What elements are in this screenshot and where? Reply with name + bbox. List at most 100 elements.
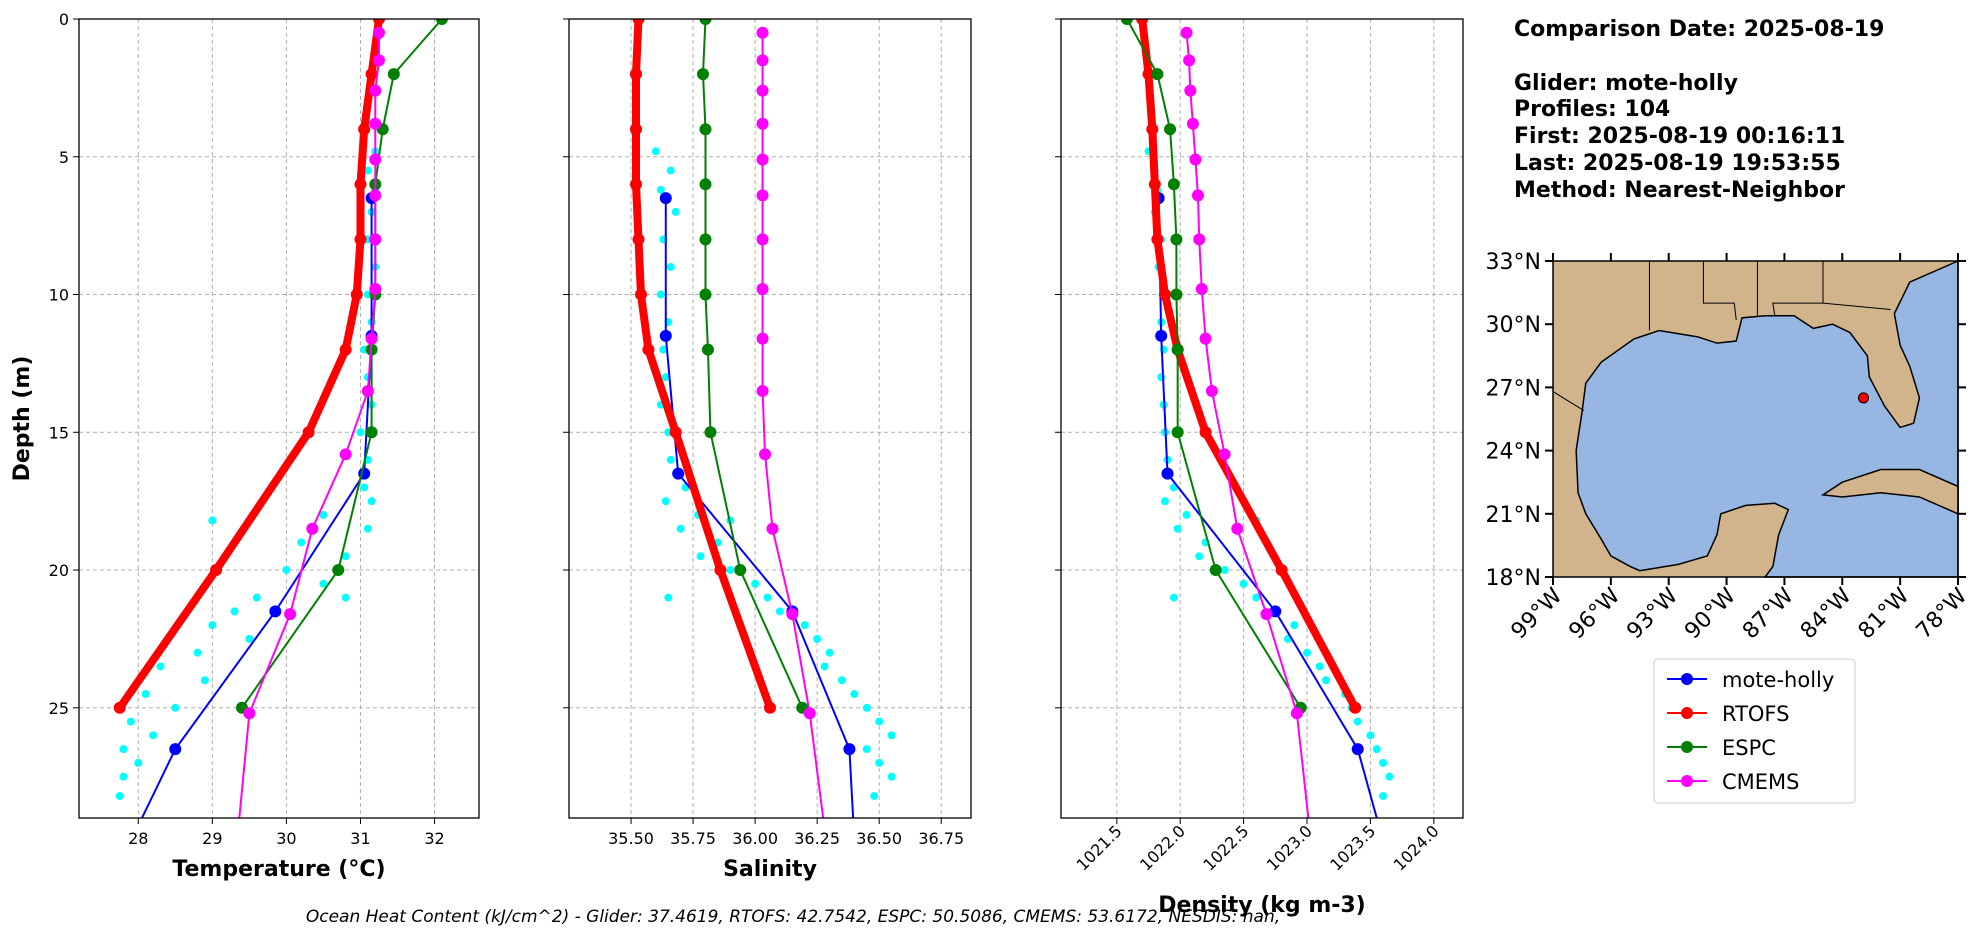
- x-tick-label: 36.75: [918, 829, 964, 848]
- glider-point: [875, 717, 884, 726]
- legend-marker: [1681, 707, 1693, 719]
- x-tick-label: 36.25: [794, 829, 840, 848]
- x-tick-label: 78°W: [1912, 583, 1973, 644]
- profile-marker: [373, 26, 385, 39]
- glider-point: [193, 648, 202, 657]
- glider-point: [1379, 791, 1388, 800]
- profile-marker: [369, 117, 382, 130]
- profile-marker: [365, 332, 378, 345]
- y-tick-label: 24°N: [1486, 440, 1541, 465]
- glider-point: [230, 607, 239, 616]
- x-tick-label: 90°W: [1680, 583, 1741, 644]
- profile-marker: [699, 178, 712, 191]
- profile-marker: [1231, 522, 1244, 535]
- glider-point: [319, 510, 328, 519]
- profile-marker: [1155, 329, 1168, 342]
- profile-marker: [1148, 178, 1161, 191]
- profile-line: [1138, 19, 1360, 712]
- profile-marker: [1275, 564, 1288, 577]
- glider-point: [862, 745, 871, 754]
- glider-point: [1160, 497, 1169, 506]
- profile-marker: [697, 68, 709, 81]
- profile-line: [702, 19, 804, 709]
- profile-marker: [302, 426, 315, 439]
- panel: 35.50 35.75 36.00 36.25 36.50 36.75 Salinity: [563, 18, 972, 893]
- profile-marker: [803, 707, 816, 720]
- profile-marker: [756, 283, 769, 296]
- profile-marker: [332, 564, 345, 577]
- profile-marker: [358, 123, 371, 136]
- axes-frame: [568, 18, 972, 819]
- glider-point: [360, 483, 369, 492]
- profile-marker: [659, 192, 672, 205]
- info-line: First: 2025-08-19 00:16:11: [1514, 124, 1845, 149]
- profile-marker: [210, 564, 223, 577]
- profile-marker: [1120, 19, 1133, 25]
- glider-point: [661, 497, 670, 506]
- glider-point: [666, 166, 675, 175]
- profile-marker: [699, 123, 712, 136]
- profile-marker: [1186, 117, 1199, 130]
- profile-marker: [1193, 233, 1206, 246]
- profile-line: [115, 19, 383, 712]
- profile-marker: [1164, 123, 1177, 136]
- profile-marker: [1351, 743, 1364, 756]
- glider-point: [1195, 552, 1204, 561]
- y-tick-label: 21°N: [1486, 503, 1541, 528]
- glider-point: [252, 593, 261, 602]
- x-tick-label: 1022.5: [1199, 821, 1252, 874]
- profile-marker: [1189, 153, 1202, 166]
- y-tick-label: 18°N: [1486, 566, 1541, 591]
- axes-frame: [1060, 18, 1464, 819]
- x-tick-label: 29: [202, 829, 222, 848]
- glider-point: [875, 758, 884, 767]
- glider-point: [119, 772, 128, 781]
- glider-point: [659, 345, 668, 354]
- legend-label: ESPC: [1722, 736, 1776, 760]
- legend-label: RTOFS: [1722, 702, 1789, 726]
- profile-marker: [851, 881, 863, 893]
- glider-point: [341, 593, 350, 602]
- x-tick-label: 32: [424, 829, 444, 848]
- legend-box: [1653, 658, 1856, 804]
- y-tick-label: 5: [59, 148, 69, 167]
- profile-marker: [669, 426, 682, 439]
- glider-point: [363, 524, 372, 533]
- glider-point: [356, 428, 365, 437]
- profile-marker: [659, 329, 672, 342]
- glider-point: [887, 731, 896, 740]
- profile-marker: [1390, 881, 1402, 893]
- glider-point: [825, 648, 834, 657]
- profile-marker: [756, 117, 769, 130]
- glider-point: [1372, 745, 1381, 754]
- x-tick-label: 87°W: [1738, 583, 1799, 644]
- glider-point: [656, 185, 665, 194]
- profile-marker: [704, 426, 717, 439]
- profile-marker: [701, 343, 714, 356]
- x-axis-label: Salinity: [723, 857, 817, 882]
- map-frame: [1552, 260, 1959, 578]
- x-tick-label: 1023.0: [1263, 821, 1316, 874]
- glider-point: [119, 745, 128, 754]
- profile-marker: [756, 332, 769, 345]
- profile-line: [1157, 197, 1378, 818]
- glider-point: [763, 593, 772, 602]
- profile-marker: [1170, 288, 1183, 301]
- profile-marker: [1180, 26, 1193, 39]
- glider-point: [208, 516, 217, 525]
- profile-marker: [632, 19, 645, 25]
- y-tick-label: 10: [49, 286, 69, 305]
- info-line: Profiles: 104: [1514, 97, 1670, 122]
- profile-marker: [699, 288, 712, 301]
- glider-point: [1239, 579, 1248, 588]
- profile-marker: [1195, 283, 1208, 296]
- glider-point: [1169, 593, 1178, 602]
- profile-marker: [630, 178, 642, 191]
- profile-marker: [1184, 84, 1197, 97]
- profile-marker: [1146, 123, 1159, 136]
- glider-point: [850, 690, 859, 699]
- x-axis-label: Density (kg m-3): [1158, 893, 1366, 918]
- profile-marker: [1290, 707, 1303, 720]
- x-tick-label: 1021.5: [1073, 821, 1126, 874]
- profile-marker: [756, 189, 769, 202]
